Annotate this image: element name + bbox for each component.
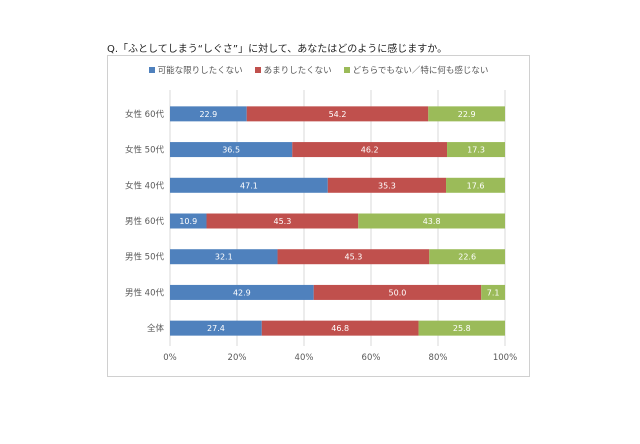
category-label: 男性 50代	[125, 252, 165, 263]
category-label: 男性 40代	[125, 287, 165, 298]
data-label: 47.1	[240, 181, 258, 190]
category-label: 女性 60代	[125, 109, 165, 120]
x-tick-label: 60%	[362, 353, 381, 363]
data-label: 22.6	[458, 253, 476, 262]
data-label: 25.8	[453, 324, 471, 333]
stacked-bar-chart: 0% 20% 40% 60% 80% 100% 女性 60代 22.9 54.2 22.9 女性 5…	[125, 90, 517, 363]
bar-segment	[481, 284, 505, 300]
bar-segment	[246, 106, 429, 122]
question-title: Q.「ふとしてしまう“しぐさ”」に対して、あなたはどのように感じますか。	[107, 44, 448, 55]
data-label: 43.8	[423, 217, 441, 226]
legend-item-series-3: どちらでもない／特に何も感じない	[343, 64, 489, 76]
data-label: 27.4	[207, 324, 225, 333]
data-label: 45.3	[273, 217, 291, 226]
bar-segment	[170, 142, 293, 158]
legend-item-series-1: 可能な限りしたくない	[148, 64, 243, 76]
legend-swatch-series-3	[343, 67, 350, 73]
bar-segment	[446, 177, 505, 193]
bar-segment	[447, 142, 505, 158]
x-tick-label: 100%	[493, 353, 517, 363]
data-label: 22.9	[458, 110, 476, 119]
legend-label-series-3: どちらでもない／特に何も感じない	[352, 66, 489, 76]
data-label: 46.2	[361, 146, 379, 155]
data-label: 22.9	[199, 110, 217, 119]
bar-segment	[277, 249, 430, 265]
category-label: 女性 50代	[125, 145, 165, 156]
data-label: 32.1	[215, 253, 233, 262]
bar-segment	[170, 320, 262, 336]
legend-swatch-series-2	[254, 67, 261, 73]
legend-swatch-series-1	[148, 67, 155, 73]
bar-segment	[313, 284, 482, 300]
category-label: 全体	[147, 323, 165, 334]
bar-segment	[170, 249, 278, 265]
bar-segment	[418, 320, 505, 336]
data-label: 42.9	[233, 288, 251, 297]
bar-segment	[206, 213, 359, 229]
data-label: 17.6	[467, 181, 485, 190]
bar-segment	[170, 106, 247, 122]
data-label: 50.0	[389, 288, 407, 297]
legend-label-series-1: 可能な限りしたくない	[157, 66, 243, 76]
bar-segment	[292, 142, 448, 158]
bar-segment	[261, 320, 419, 336]
data-label: 36.5	[222, 146, 240, 155]
category-label: 女性 40代	[125, 180, 165, 191]
category-label: 男性 60代	[125, 216, 165, 227]
bar-segment	[170, 177, 328, 193]
x-tick-label: 80%	[429, 353, 448, 363]
data-label: 17.3	[467, 146, 485, 155]
data-label: 35.3	[378, 181, 396, 190]
x-tick-label: 40%	[295, 353, 314, 363]
chart-frame: 可能な限りしたくない あまりしたくない どちらでもない／特に何も感じない 0% 2…	[107, 55, 530, 377]
legend-item-series-2: あまりしたくない	[254, 64, 332, 76]
bar-segment	[170, 213, 207, 229]
data-label: 7.1	[487, 288, 500, 297]
data-label: 46.8	[331, 324, 349, 333]
bar-segment	[170, 284, 314, 300]
chart-legend: 可能な限りしたくない あまりしたくない どちらでもない／特に何も感じない	[108, 64, 529, 76]
bar-segment	[429, 249, 505, 265]
data-label: 10.9	[179, 217, 197, 226]
x-tick-label: 0%	[163, 353, 177, 363]
bar-segment	[428, 106, 505, 122]
legend-label-series-2: あまりしたくない	[263, 66, 332, 76]
x-tick-label: 20%	[228, 353, 247, 363]
bar-segment	[358, 213, 505, 229]
data-label: 54.2	[329, 110, 347, 119]
bar-segment	[327, 177, 447, 193]
data-label: 45.3	[345, 253, 363, 262]
